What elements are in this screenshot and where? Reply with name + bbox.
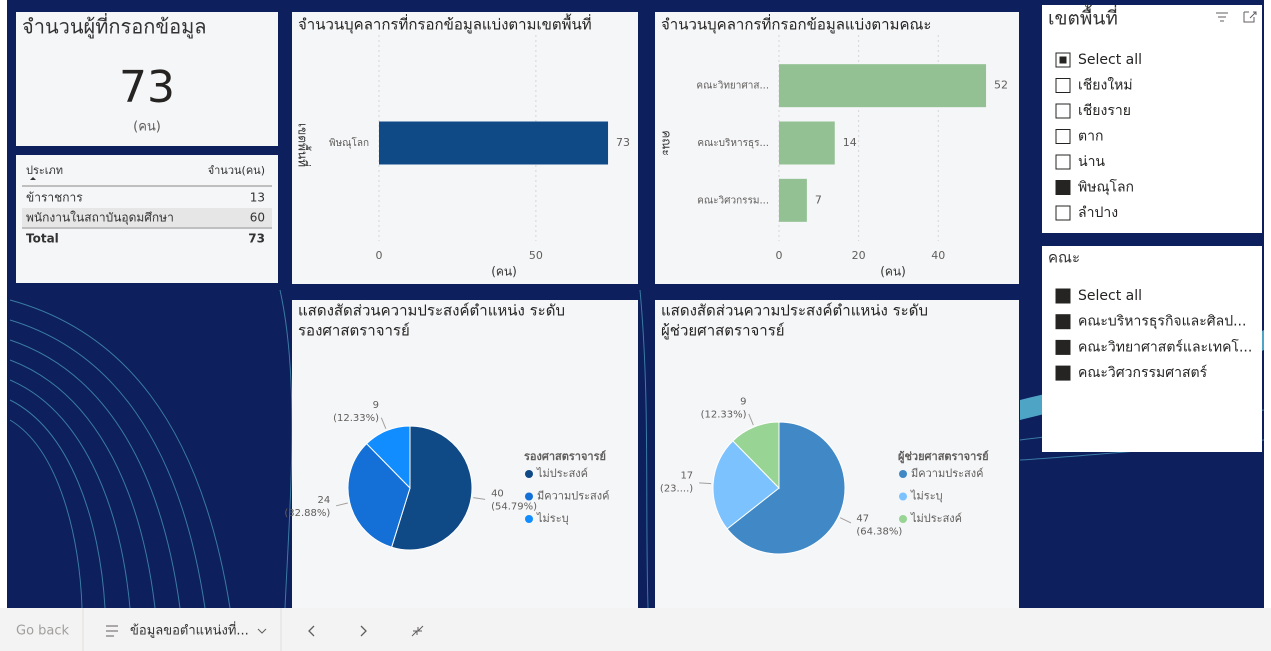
x-tick-label: 0	[776, 249, 783, 262]
checkbox[interactable]	[1056, 130, 1070, 144]
bar	[779, 122, 835, 165]
legend-label: ไม่ประสงค์	[910, 512, 962, 525]
data-label-percent: (32.88%)	[284, 508, 330, 519]
data-label-percent: (23....)	[660, 483, 693, 494]
legend-title: ผู้ช่วยศาสตราจารย์	[898, 450, 989, 464]
data-label: 17	[680, 470, 693, 481]
legend-label: มีความประสงค์	[911, 467, 983, 480]
card-title: จำนวนผู้ที่กรอกข้อมูล	[22, 13, 207, 40]
chart-title: รองศาสตราจารย์	[298, 322, 410, 340]
slicer-item[interactable]: คณะบริหารธุรกิจและศิลป...	[1078, 314, 1246, 330]
bar	[779, 179, 807, 222]
y-tick-label: คณะวิศวกรรม...	[697, 195, 769, 206]
table-total: Total	[26, 232, 59, 246]
checkbox[interactable]	[1056, 366, 1070, 380]
slicer-item[interactable]: คณะวิทยาศาสตร์และเทคโ...	[1078, 338, 1252, 355]
legend-marker	[899, 515, 907, 523]
slicer-item[interactable]: น่าน	[1078, 154, 1105, 170]
table-header: จำนวน(คน)	[208, 164, 265, 177]
data-label: 73	[616, 136, 630, 149]
data-label: 47	[856, 514, 869, 525]
page-selector[interactable]: ข้อมูลขอตำแหน่งที่...	[130, 622, 249, 639]
slicer-filter-icon[interactable]	[1212, 8, 1232, 26]
table-cell: 60	[250, 211, 265, 225]
y-axis-label: คณะ	[660, 130, 674, 156]
y-axis-label: เขตพื้นที่	[296, 123, 312, 167]
bar	[379, 122, 608, 165]
checkbox[interactable]	[1056, 315, 1070, 329]
table-cell: พนักงานในสถาบันอุดมศึกษา	[26, 211, 174, 226]
legend-marker	[525, 470, 533, 478]
legend-marker	[899, 470, 907, 478]
checkbox[interactable]	[1056, 155, 1070, 169]
data-label-percent: (54.79%)	[491, 501, 537, 512]
chart-title: จำนวนบุคลากรที่กรอกข้อมูลแบ่งตามคณะ	[661, 14, 931, 35]
checkbox[interactable]	[1056, 181, 1070, 195]
x-axis-label: (คน)	[491, 265, 517, 279]
data-label: 24	[318, 495, 331, 506]
checkbox[interactable]	[1056, 340, 1070, 354]
bar	[779, 64, 986, 107]
legend-title: รองศาสตราจารย์	[524, 450, 606, 463]
checkbox[interactable]	[1056, 206, 1070, 220]
slicer-title: เขตพื้นที่	[1048, 5, 1118, 30]
legend-marker	[525, 515, 533, 523]
legend-marker	[525, 493, 533, 501]
go-back[interactable]: Go back	[16, 624, 70, 639]
slicer-item[interactable]: Select all	[1078, 52, 1142, 68]
checkbox[interactable]	[1056, 289, 1070, 303]
slicer-focus-icon[interactable]	[1240, 8, 1260, 26]
slicer-item[interactable]: คณะวิศวกรรมศาสตร์	[1078, 364, 1208, 381]
legend-label: ไม่ระบุ	[536, 512, 569, 525]
table-cell: 13	[250, 191, 265, 205]
checkbox[interactable]	[1056, 104, 1070, 118]
slicer-item[interactable]: เชียงราย	[1078, 103, 1131, 119]
chart-title: แสดงสัดส่วนความประสงค์ตำแหน่ง ระดับ	[298, 302, 565, 320]
card-unit: (คน)	[133, 120, 161, 135]
slicer-item[interactable]: ลำปาง	[1078, 205, 1118, 221]
slicer-title: คณะ	[1048, 249, 1080, 267]
legend-label: มีความประสงค์	[537, 490, 609, 503]
y-tick-label: คณะวิทยาศาส...	[696, 81, 769, 92]
slicer-item[interactable]: Select all	[1078, 288, 1142, 304]
data-label: 40	[491, 488, 504, 499]
data-label: 9	[373, 400, 379, 411]
chart-title: ผู้ช่วยศาสตราจารย์	[661, 322, 785, 340]
y-tick-label: คณะบริหารธุร...	[697, 138, 769, 149]
data-label-percent: (12.33%)	[701, 409, 747, 420]
legend-marker	[899, 493, 907, 501]
data-label-percent: (12.33%)	[333, 413, 379, 424]
table-header: ประเภท	[26, 164, 63, 177]
x-axis-label: (คน)	[880, 265, 906, 279]
table-total: 73	[248, 232, 265, 246]
data-label: 9	[740, 396, 746, 407]
left-margin	[0, 0, 7, 608]
data-label: 14	[843, 136, 857, 149]
slicer-item[interactable]: พิษณุโลก	[1078, 179, 1134, 196]
legend-label: ไม่ระบุ	[910, 490, 943, 503]
x-tick-label: 20	[852, 249, 866, 262]
x-tick-label: 40	[931, 249, 945, 262]
slicer-panel	[1042, 5, 1262, 233]
data-label-percent: (64.38%)	[856, 527, 902, 538]
slicer-item[interactable]: เชียงใหม่	[1078, 77, 1133, 94]
data-label: 7	[815, 193, 822, 206]
right-margin	[1264, 0, 1271, 608]
table-cell: ข้าราชการ	[26, 191, 83, 205]
checkbox[interactable]	[1056, 79, 1070, 93]
y-tick-label: พิษณุโลก	[329, 136, 369, 149]
card-value: 73	[119, 62, 175, 113]
slicer-item[interactable]: ตาก	[1078, 129, 1103, 145]
x-tick-label: 50	[529, 249, 543, 262]
chart-title: จำนวนบุคลากรที่กรอกข้อมูลแบ่งตามเขตพื้นท…	[298, 14, 592, 35]
x-tick-label: 0	[376, 249, 383, 262]
chart-title: แสดงสัดส่วนความประสงค์ตำแหน่ง ระดับ	[661, 302, 928, 320]
legend-label: ไม่ประสงค์	[536, 467, 588, 480]
checkbox-partial	[1060, 57, 1067, 64]
dashboard: จำนวนผู้ที่กรอกข้อมูล 73 (คน) ประเภท จำน…	[0, 0, 1271, 651]
data-label: 52	[994, 79, 1008, 92]
